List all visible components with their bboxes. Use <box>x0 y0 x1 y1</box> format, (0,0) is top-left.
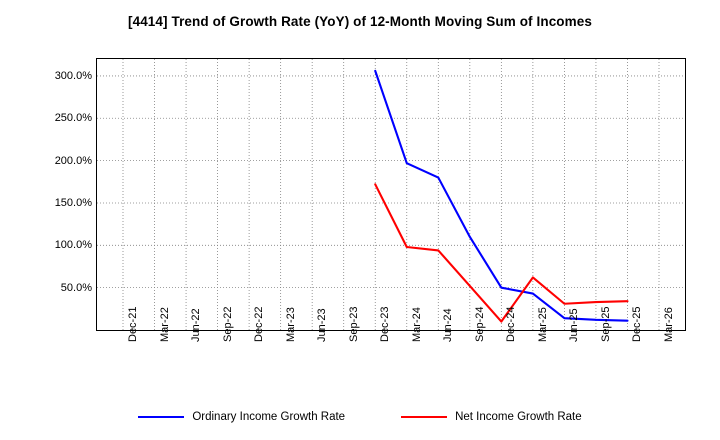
series-line-1 <box>374 69 629 322</box>
x-axis-tick-label: Jun-24 <box>442 308 455 342</box>
x-axis-tick-label: Mar-24 <box>410 307 423 342</box>
x-axis-tick-label: Jun-25 <box>568 308 581 342</box>
x-axis-tick-label: Jun-23 <box>316 308 329 342</box>
x-axis-tick-label: Sep-24 <box>473 306 486 342</box>
legend-swatch-icon <box>401 416 448 418</box>
chart-legend: Ordinary Income Growth Rate Net Income Gr… <box>0 405 720 429</box>
x-axis-tick-label: Dec-23 <box>379 306 392 342</box>
chart-title: [4414] Trend of Growth Rate (YoY) of 12-… <box>128 14 592 29</box>
y-axis-tick-label: 300.0% <box>54 69 92 82</box>
y-axis-tick-label: 50.0% <box>60 281 92 294</box>
x-axis-tick-label: Sep-25 <box>599 306 612 342</box>
series-line-2 <box>374 183 629 323</box>
x-axis-tick-label: Dec-21 <box>127 306 139 342</box>
legend-item-2: Net Income Growth Rate <box>401 411 582 423</box>
y-axis-tick-label: 200.0% <box>54 154 92 167</box>
legend-item-1: Ordinary Income Growth Rate <box>138 411 345 423</box>
chart-svg <box>97 59 685 330</box>
legend-label: Ordinary Income Growth Rate <box>192 411 346 423</box>
y-axis-tick-label: 150.0% <box>54 196 92 209</box>
x-axis-tick-label: Mar-23 <box>284 307 297 342</box>
x-axis-tick-label: Dec-22 <box>253 306 266 342</box>
y-axis-tick-labels: 50.0% 100.0% 150.0% 200.0% 250.0% 300.0% <box>30 58 92 331</box>
x-axis-tick-label: Sep-22 <box>221 306 234 342</box>
y-axis-tick-label: 100.0% <box>54 239 92 252</box>
x-axis-tick-label: Sep-23 <box>347 306 360 342</box>
legend-label: Net Income Growth Rate <box>455 411 582 423</box>
x-axis-tick-label: Jun-22 <box>190 308 203 342</box>
x-axis-tick-label: Mar-22 <box>158 307 171 342</box>
x-axis-tick-labels: Dec-21 Mar-22 Jun-22 Sep-22 Dec-22 Mar-23 Jun-… <box>96 307 688 408</box>
y-axis-tick-label: 250.0% <box>54 112 92 125</box>
x-axis-tick-label: Dec-24 <box>505 306 518 342</box>
x-axis-tick-label: Dec-25 <box>631 306 644 342</box>
x-axis-tick-label: Mar-25 <box>536 307 549 342</box>
x-axis-tick-label: Mar-26 <box>663 307 675 342</box>
plot-area <box>96 58 686 331</box>
legend-swatch-icon <box>138 416 185 418</box>
